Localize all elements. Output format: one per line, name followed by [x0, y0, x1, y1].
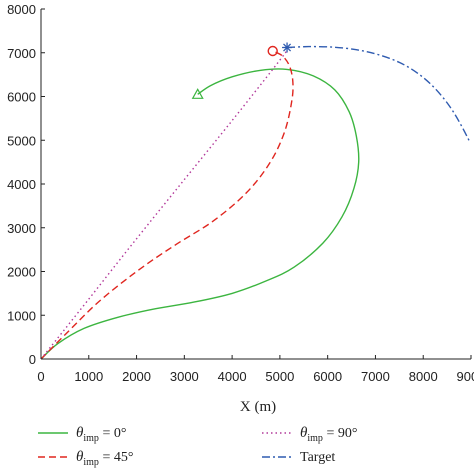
y-tick-label: 7000 — [7, 46, 36, 61]
x-tick-label: 1000 — [74, 369, 103, 384]
series-marker-theta0 — [191, 88, 204, 99]
y-tick-label: 0 — [29, 352, 36, 367]
legend-label: θimp = 0° — [76, 425, 126, 444]
series-line-theta0 — [40, 68, 360, 360]
y-tick-label: 3000 — [7, 221, 36, 236]
series-marker-theta45 — [267, 45, 278, 57]
x-tick-label: 2000 — [122, 369, 151, 384]
y-tick-label: 4000 — [7, 177, 36, 192]
legend-label: Target — [300, 450, 335, 465]
legend-item-theta90: θimp = 90° — [262, 425, 357, 444]
legend-label: θimp = 90° — [300, 425, 357, 444]
plot-area — [40, 9, 471, 360]
x-tick-label: 5000 — [265, 369, 294, 384]
series-line-theta90 — [40, 50, 288, 360]
series-layer — [40, 42, 471, 360]
y-tick-label: 6000 — [7, 90, 36, 105]
series-line-theta45 — [40, 50, 294, 360]
x-tick-label: 9000 — [457, 369, 474, 384]
x-tick-label: 3000 — [170, 369, 199, 384]
series-line-target — [287, 45, 471, 143]
y-tick-label: 1000 — [7, 308, 36, 323]
y-axis-ticks: 0 1000 2000 3000 4000 5000 6000 7000 8000 — [7, 2, 45, 367]
series-marker-target — [282, 42, 293, 53]
x-tick-label: 7000 — [361, 369, 390, 384]
legend-item-theta0: θimp = 0° — [38, 425, 126, 444]
legend-item-target: Target — [262, 450, 335, 465]
x-axis-ticks: 0 1000 2000 3000 4000 5000 6000 7000 8000 9000 — [37, 355, 474, 384]
y-tick-label: 5000 — [7, 133, 36, 148]
y-tick-label: 2000 — [7, 265, 36, 280]
legend-label: θimp = 45° — [76, 449, 133, 468]
x-axis-title: X (m) — [240, 399, 276, 415]
y-tick-label: 8000 — [7, 2, 36, 17]
x-tick-label: 8000 — [409, 369, 438, 384]
legend-item-theta45: θimp = 45° — [38, 449, 133, 468]
x-tick-label: 0 — [37, 369, 44, 384]
x-tick-label: 6000 — [313, 369, 342, 384]
x-tick-label: 4000 — [218, 369, 247, 384]
legend: θimp = 0° θimp = 45° θimp = 90° Target — [38, 425, 357, 468]
